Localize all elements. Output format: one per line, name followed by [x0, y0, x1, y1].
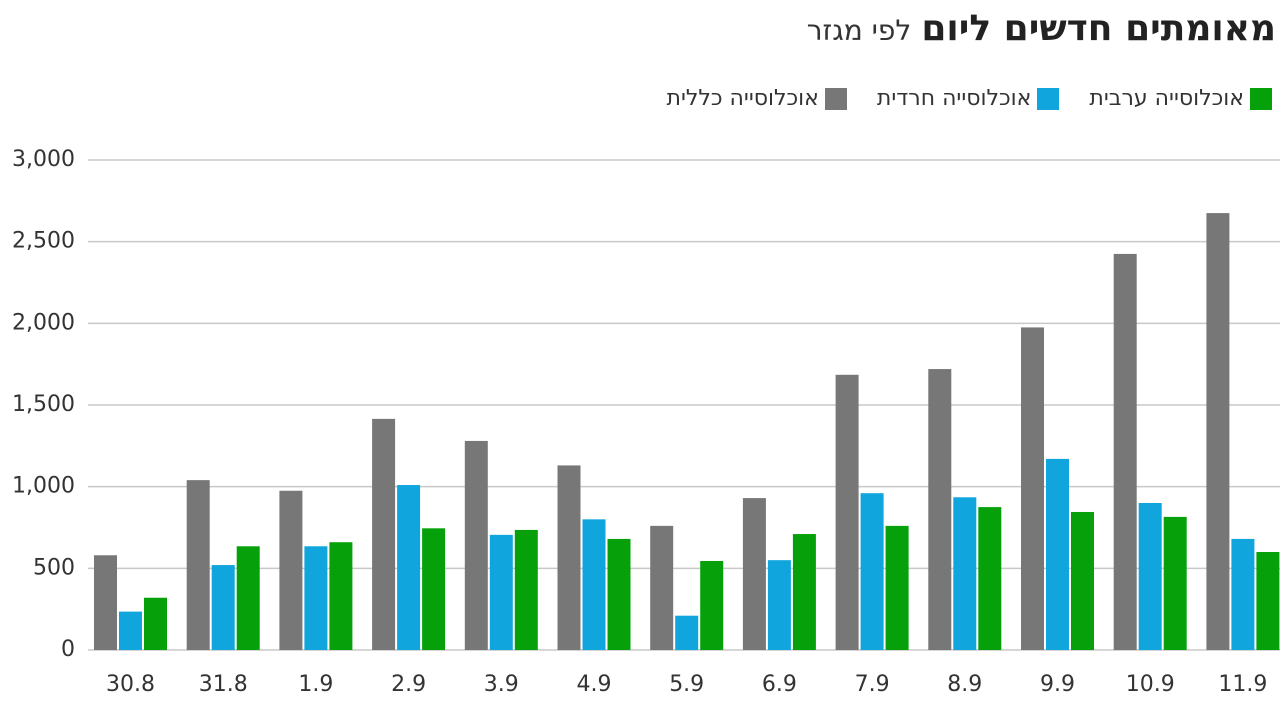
bar [675, 615, 699, 650]
legend-label: אוכלוסייה כללית [666, 86, 819, 111]
x-tick-label: 9.9 [1040, 672, 1075, 697]
title-block: מאומתים חדשים ליום לפי מגזר [807, 8, 1276, 49]
bar [953, 497, 977, 650]
bar [1113, 253, 1137, 650]
bar [329, 542, 353, 650]
bar [514, 529, 538, 650]
bar [211, 565, 235, 650]
y-tick-label: 2,000 [12, 310, 75, 335]
x-tick-label: 7.9 [855, 672, 890, 697]
legend: אוכלוסייה ערבית אוכלוסייה חרדית אוכלוסייה … [667, 86, 1272, 111]
y-tick-label: 500 [33, 555, 75, 580]
bar [650, 525, 674, 650]
x-tick-label: 6.9 [762, 672, 797, 697]
bar [397, 485, 421, 650]
x-tick-label: 1.9 [298, 672, 333, 697]
bar [557, 465, 581, 650]
bar [186, 480, 210, 650]
bar [1138, 503, 1162, 650]
bar [1046, 458, 1069, 650]
bar [119, 611, 142, 650]
x-tick-label: 2.9 [391, 672, 426, 697]
bar [742, 498, 766, 650]
bar [1206, 213, 1230, 651]
bar [279, 490, 303, 650]
y-tick-label: 0 [61, 637, 75, 662]
bar [767, 560, 791, 650]
bar [1071, 511, 1094, 650]
legend-item: אוכלוסייה חרדית [877, 86, 1060, 111]
chart-subtitle: לפי מגזר [806, 14, 912, 47]
x-tick-label: 30.8 [106, 672, 155, 697]
bar [978, 507, 1002, 650]
legend-swatch [1250, 87, 1272, 110]
bar [464, 440, 488, 650]
bar [1231, 538, 1255, 650]
y-tick-label: 1,500 [12, 392, 75, 417]
bar [700, 560, 724, 650]
legend-swatch [1037, 87, 1060, 110]
x-tick-label: 11.9 [1218, 672, 1267, 697]
bar [304, 546, 328, 650]
bar [1256, 552, 1280, 650]
y-tick-label: 1,000 [12, 474, 75, 499]
legend-item: אוכלוסייה כללית [667, 86, 847, 111]
bar [236, 546, 260, 650]
x-tick-label: 4.9 [577, 672, 612, 697]
bar [422, 528, 446, 650]
bar [372, 418, 396, 650]
bar [1021, 327, 1044, 650]
bar [928, 369, 952, 650]
y-tick-label: 3,000 [12, 147, 75, 172]
bar [1163, 516, 1187, 650]
x-tick-label: 5.9 [669, 672, 704, 697]
x-tick-label: 3.9 [484, 672, 519, 697]
bar [835, 374, 859, 650]
chart-title: מאומתים חדשים ליום [921, 8, 1276, 49]
x-tick-label: 8.9 [947, 672, 982, 697]
bar [860, 493, 884, 650]
y-tick-label: 2,500 [12, 229, 75, 254]
legend-swatch [824, 87, 847, 110]
legend-label: אוכלוסייה ערבית [1089, 86, 1244, 111]
bar [144, 597, 167, 650]
bar [94, 555, 117, 650]
bar [792, 534, 816, 650]
x-tick-label: 10.9 [1126, 672, 1175, 697]
bar [607, 538, 631, 650]
legend-label: אוכלוסייה חרדית [876, 86, 1032, 111]
bar [885, 525, 909, 650]
legend-item: אוכלוסייה ערבית [1089, 86, 1272, 111]
bar [489, 534, 513, 650]
x-tick-label: 31.8 [199, 672, 248, 697]
bar [582, 519, 606, 650]
